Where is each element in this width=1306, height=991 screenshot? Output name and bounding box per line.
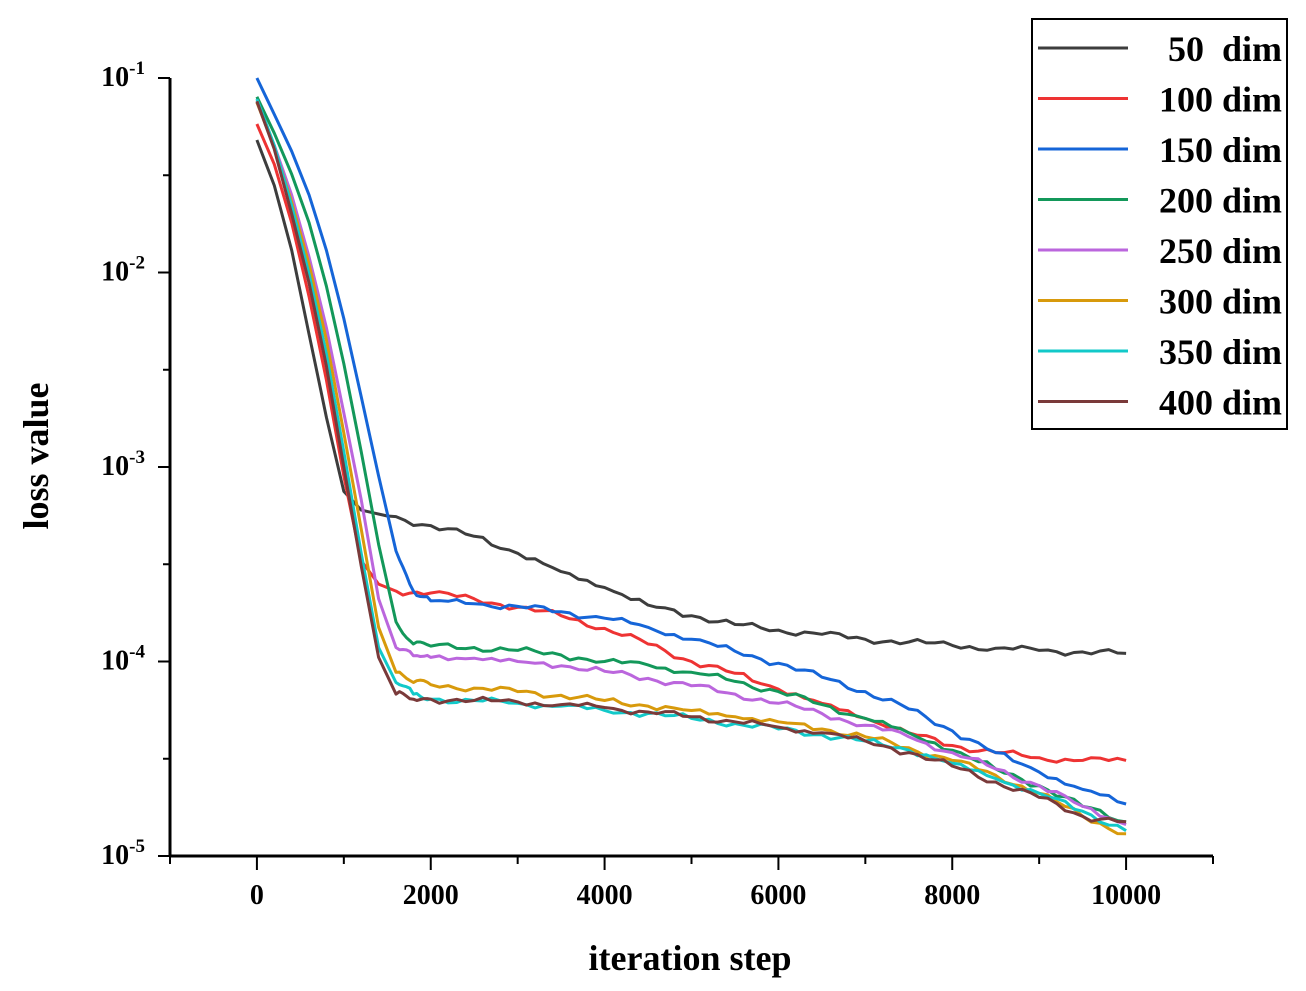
x-tick-label: 0 [250, 880, 264, 911]
y-tick-label: 10-4 [101, 642, 145, 677]
y-tick-label: 10-3 [101, 447, 145, 482]
series-line-5 [255, 101, 1127, 827]
y-tick-exponent: -1 [129, 58, 145, 79]
x-ticks: 0 2000 4000 6000 8000 10000 [169, 856, 1214, 911]
series-line-1 [255, 139, 1127, 657]
y-tick-label: 10-2 [101, 253, 145, 288]
y-tick-base: 10 [101, 451, 129, 482]
y-tick-exponent: -5 [129, 836, 145, 857]
legend-label: 400 dim [1159, 383, 1282, 423]
legend-label: 100 dim [1159, 80, 1282, 120]
legend: 50 dim 100 dim 150 dim 200 dim 250 dim 300 di… [1031, 18, 1288, 430]
y-tick-base: 10 [101, 62, 129, 93]
x-axis-title: iteration step [589, 938, 792, 978]
y-tick-base: 10 [101, 257, 129, 288]
legend-label: 350 dim [1159, 332, 1282, 372]
legend-box [1031, 18, 1288, 430]
legend-label: 200 dim [1159, 181, 1282, 221]
series-line-7 [255, 98, 1127, 832]
x-tick-label: 2000 [403, 880, 459, 911]
series-line-3 [255, 77, 1127, 806]
legend-label: 150 dim [1159, 130, 1282, 170]
series-line-6 [255, 101, 1127, 836]
y-axis-title: loss value [16, 382, 56, 529]
x-tick-label: 4000 [577, 880, 633, 911]
y-tick-exponent: -4 [129, 642, 145, 663]
y-tick-exponent: -2 [129, 253, 145, 274]
y-tick-label: 10-1 [101, 58, 145, 93]
y-tick-label: 10-5 [101, 836, 145, 871]
y-tick-base: 10 [101, 840, 129, 871]
y-tick-exponent: -3 [129, 447, 145, 468]
series-line-2 [255, 123, 1127, 764]
y-tick-base: 10 [101, 646, 129, 677]
legend-label: 50 dim [1168, 29, 1282, 69]
series-lines [255, 77, 1127, 836]
legend-label: 250 dim [1159, 231, 1282, 271]
legend-label: 300 dim [1159, 282, 1282, 322]
x-tick-label: 8000 [924, 880, 980, 911]
x-tick-label: 6000 [750, 880, 806, 911]
x-tick-label: 10000 [1091, 880, 1161, 911]
series-line-4 [255, 96, 1127, 824]
y-ticks: 10-110-210-310-410-5 [101, 58, 170, 871]
series-line-8 [255, 100, 1127, 824]
